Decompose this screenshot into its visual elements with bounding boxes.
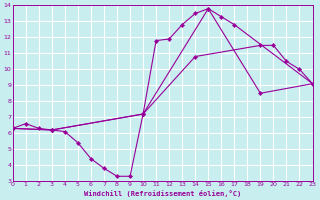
X-axis label: Windchill (Refroidissement éolien,°C): Windchill (Refroidissement éolien,°C) <box>84 190 241 197</box>
